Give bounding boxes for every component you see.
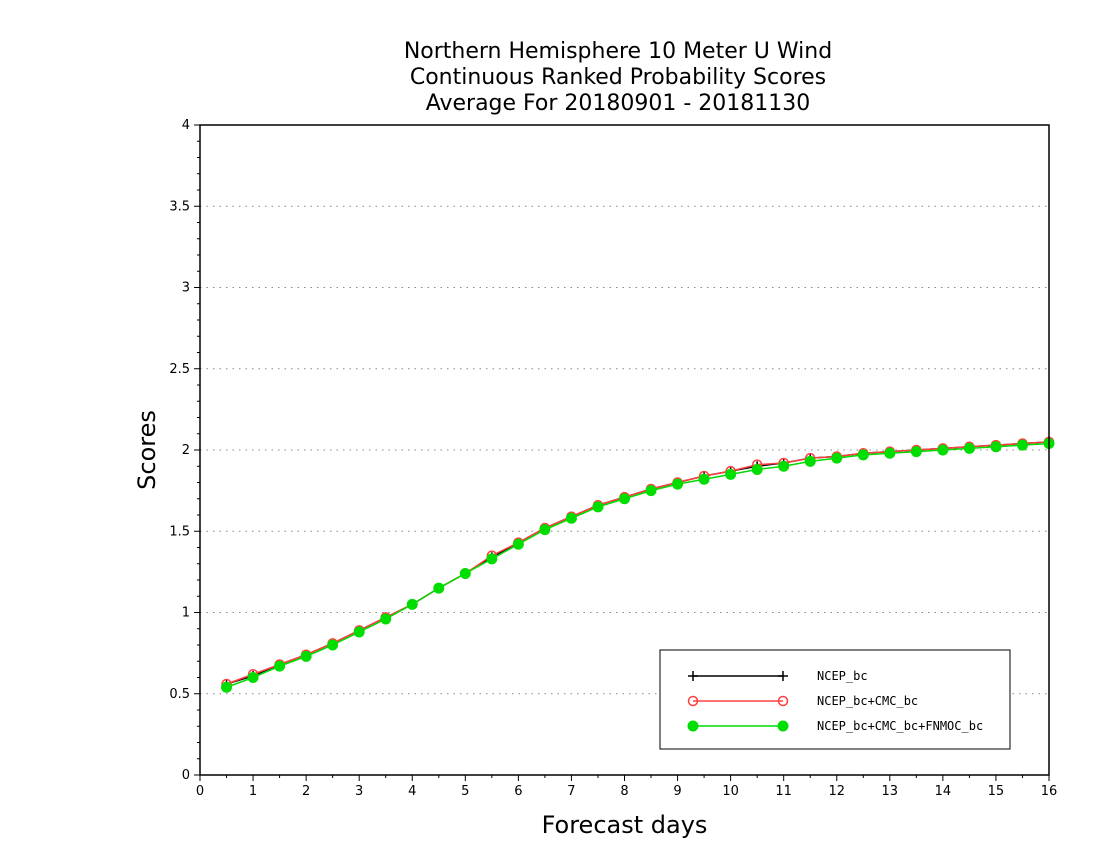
chart-title: Northern Hemisphere 10 Meter U WindConti… <box>404 39 832 116</box>
series-layer <box>221 436 1055 693</box>
x-tick-label: 1 <box>249 784 257 799</box>
data-point <box>539 524 551 536</box>
data-point <box>565 512 577 524</box>
legend-item: NCEP_bc <box>688 669 868 683</box>
data-point <box>592 501 604 513</box>
series-line <box>226 441 1050 685</box>
x-tick-label: 5 <box>461 784 469 799</box>
data-point <box>857 449 869 461</box>
data-point <box>353 626 365 638</box>
data-point <box>831 452 843 464</box>
data-point <box>990 441 1002 453</box>
y-tick-label: 2.5 <box>169 362 190 377</box>
data-point <box>619 493 630 505</box>
legend: NCEP_bc NCEP_bc+CMC_bc NCEP_bc+CMC_bc+FNMO… <box>659 649 1011 750</box>
y-tick-label: 3.5 <box>169 199 190 214</box>
x-tick-label: 8 <box>620 784 628 799</box>
x-tick-label: 6 <box>514 784 522 799</box>
data-point <box>698 473 710 485</box>
x-tick-label: 15 <box>988 784 1005 799</box>
legend-marker <box>687 720 699 732</box>
legend-item: NCEP_bc+CMC_bc+FNMOC_bc <box>687 719 983 733</box>
title-line: Continuous Ranked Probability Scores <box>410 65 826 90</box>
x-tick-label: 16 <box>1041 784 1058 799</box>
data-point <box>274 660 286 672</box>
legend-marker <box>778 671 788 681</box>
data-point <box>512 538 524 550</box>
legend-marker <box>777 720 789 732</box>
data-point <box>380 613 392 625</box>
x-axis-ticks: 0 1 2 3 4 5 6 7 8 9 10 11 12 13 14 15 16 <box>196 775 1057 799</box>
data-point <box>486 553 498 565</box>
y-tick-label: 4 <box>182 118 190 133</box>
x-axis-label: Forecast days <box>542 811 708 839</box>
data-point <box>327 639 339 651</box>
y-tick-label: 1.5 <box>169 524 190 539</box>
x-tick-label: 12 <box>828 784 845 799</box>
legend-label: NCEP_bc+CMC_bc+FNMOC_bc <box>817 719 983 733</box>
y-tick-label: 1 <box>182 606 190 621</box>
data-point <box>672 478 684 490</box>
data-point <box>751 464 763 475</box>
x-tick-label: 0 <box>196 784 204 799</box>
data-point <box>433 582 445 594</box>
legend-marker <box>777 695 789 707</box>
y-tick-label: 3 <box>182 281 190 296</box>
y-tick-label: 2 <box>182 443 190 458</box>
x-tick-label: 10 <box>722 784 739 799</box>
legend-marker <box>688 671 698 681</box>
data-point <box>300 650 312 662</box>
x-tick-label: 2 <box>302 784 310 799</box>
series-line <box>226 441 1050 685</box>
series-NCEP_bc+CMC_bc+FNMOC_bc <box>221 438 1055 693</box>
y-tick-label: 0 <box>182 768 190 783</box>
title-line: Northern Hemisphere 10 Meter U Wind <box>404 39 832 64</box>
x-tick-label: 13 <box>882 784 899 799</box>
x-tick-label: 3 <box>355 784 363 799</box>
legend-marker <box>687 695 699 707</box>
x-tick-label: 11 <box>775 784 792 799</box>
x-tick-label: 4 <box>408 784 416 799</box>
x-tick-label: 7 <box>567 784 575 799</box>
legend-box <box>659 649 1011 750</box>
data-point <box>725 468 737 480</box>
data-point <box>645 485 657 497</box>
data-point <box>804 455 816 467</box>
data-point <box>1016 439 1028 451</box>
x-tick-label: 14 <box>935 784 952 799</box>
data-point <box>778 460 790 472</box>
y-tick-label: 0.5 <box>169 687 190 702</box>
data-point <box>884 447 896 459</box>
data-point <box>221 681 233 693</box>
legend-label: NCEP_bc+CMC_bc <box>817 694 918 708</box>
y-axis-ticks: 0 0.5 1 1.5 2 2.5 3 3.5 4 <box>169 118 200 783</box>
data-point <box>247 672 259 683</box>
data-point <box>406 598 418 610</box>
x-tick-label: 9 <box>673 784 681 799</box>
legend-label: NCEP_bc <box>817 669 868 683</box>
y-axis-label: Scores <box>133 410 161 490</box>
plot-frame <box>199 124 1050 776</box>
title-line: Average For 20180901 - 20181130 <box>426 91 811 116</box>
data-point <box>459 568 471 579</box>
data-point <box>963 442 975 454</box>
data-point <box>910 446 922 458</box>
legend-item: NCEP_bc+CMC_bc <box>687 694 918 708</box>
data-point <box>937 444 949 456</box>
